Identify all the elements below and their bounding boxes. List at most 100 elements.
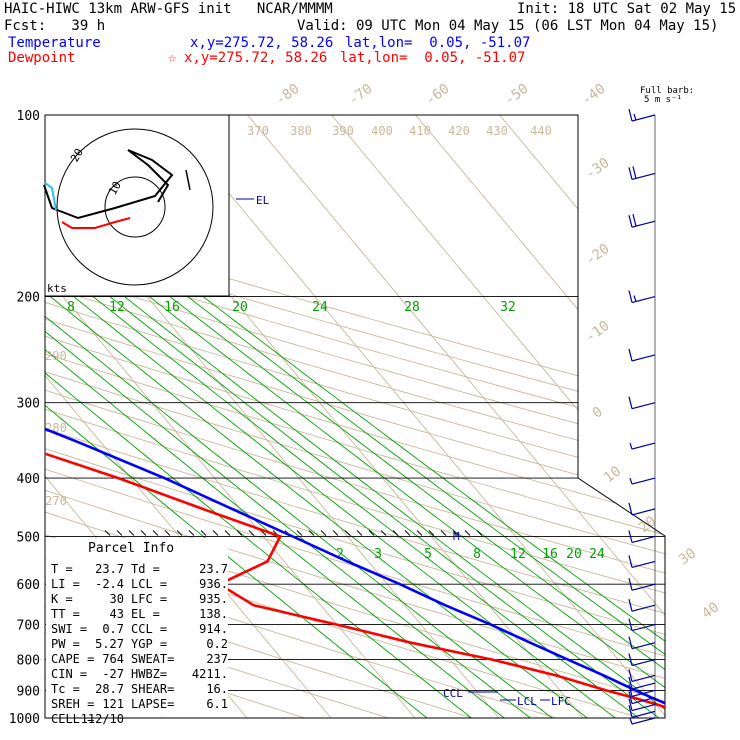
isotherm-label: 30: [676, 545, 699, 568]
wind-barb: [628, 502, 656, 516]
theta-label: 380: [290, 124, 312, 138]
parcel-panel-bg: [46, 538, 228, 717]
dry-adiabat-line: [45, 115, 665, 718]
dry-adiabat-line: [45, 115, 665, 718]
parcel-row-value: 237: [206, 652, 228, 666]
parcel-row-key: TT =: [51, 607, 80, 621]
hodograph-trace-tick: [185, 169, 191, 191]
dry-adiabat-line: [45, 115, 665, 718]
temperature-line: [45, 115, 665, 718]
barb-scale-units: 5 m s⁻¹: [644, 95, 682, 105]
parcel-info-title: Parcel Info: [88, 541, 174, 556]
parcel-row-key: PW =: [51, 637, 80, 651]
lcl-marker-label: LCL: [517, 695, 537, 708]
isotherm-line: [499, 115, 665, 718]
el-marker-label: EL: [256, 194, 270, 207]
parcel-row-value: 23.7: [199, 562, 228, 576]
parcel-row-key: CAPE =: [51, 652, 94, 666]
barb-staff: [631, 682, 656, 690]
dry-adiabat-line: [45, 115, 665, 718]
mixing-ratio-lines: [45, 237, 665, 718]
barb-flag: [632, 166, 637, 179]
barb-staff: [631, 717, 656, 725]
mixing-ratio-label: 20: [566, 547, 582, 562]
hodograph-ring: [56, 128, 214, 286]
mixing-ratio-label: 20: [232, 300, 248, 315]
barb-staff: [631, 604, 656, 612]
parcel-row-value: 121: [102, 697, 124, 711]
dry-adiabat-line: [45, 115, 665, 718]
mixing-ratio-line: [45, 237, 488, 718]
mixing-ratio-label: 28: [404, 300, 420, 315]
tick-mark: [140, 530, 147, 536]
barb-staff: [631, 658, 656, 667]
tick-mark: [188, 530, 195, 536]
model-title: HAIC-HIWC 13km ARW-GFS init NCAR/MMMM: [4, 1, 333, 17]
barb-staff: [631, 689, 656, 697]
wind-barb: [628, 599, 656, 612]
barb-half-flag: [629, 717, 633, 725]
wind-barb: [628, 555, 656, 569]
barb-staff: [631, 642, 656, 650]
dry-adiabat-line: [45, 115, 431, 718]
tick-mark: [320, 530, 327, 536]
tick-mark: [416, 530, 423, 536]
tick-mark: [344, 530, 351, 536]
barb-flag: [628, 636, 633, 649]
barb-staff: [631, 560, 656, 569]
dry-adiabat-line: [45, 115, 516, 718]
isotherm-label: 40: [699, 599, 722, 622]
barb-flag: [628, 691, 633, 704]
barb-flag: [628, 698, 633, 711]
wind-barb: [628, 691, 656, 705]
pressure-tick-label: 400: [17, 472, 40, 487]
theta-label: 420: [448, 124, 470, 138]
pressure-tick-label: 300: [17, 397, 40, 412]
mixing-ratio-line: [127, 237, 665, 718]
parcel-row-key: LI =: [51, 577, 80, 591]
temperature-xy: x,y=275.72, 58.26: [190, 35, 334, 51]
wind-barb: [628, 705, 656, 718]
level-markers: EL M CCL LCL LFC: [236, 194, 571, 708]
tick-mark: [356, 530, 363, 536]
tick-mark: [332, 530, 339, 536]
isotherm-label: -60: [423, 81, 453, 109]
tick-mark: [104, 530, 111, 536]
tick-mark: [212, 530, 219, 536]
parcel-row-value: 112/10: [81, 712, 124, 726]
barb-staff: [631, 535, 656, 544]
parcel-row-key: CCL =: [131, 622, 167, 636]
pressure-tick-label: 500: [17, 530, 40, 545]
isotherm-line: [163, 115, 665, 718]
parcel-row-value: -27: [102, 667, 124, 681]
wind-barb: [628, 676, 656, 690]
parcel-row-value: -2.4: [95, 577, 124, 591]
isotherm-label: -10: [583, 318, 613, 346]
parcel-row-value: 5.27: [95, 637, 124, 651]
parcel-row-value: 936.: [199, 577, 228, 591]
mixing-ratio-line: [112, 237, 665, 718]
barb-flag: [628, 555, 633, 568]
mixing-ratio-label: 16: [164, 300, 180, 315]
dry-adiabat-line: [45, 115, 665, 718]
parcel-row-value: 43: [110, 607, 124, 621]
barb-staff: [631, 710, 656, 718]
valid-time: Valid: 09 UTC Mon 04 May 15 (06 LST Mon …: [297, 18, 719, 34]
dry-adiabat-line: [45, 115, 665, 718]
barb-flag: [628, 705, 633, 718]
pressure-tick-label: 600: [17, 578, 40, 593]
dry-adiabat-line: [45, 115, 665, 718]
parcel-row-key: SWEAT=: [131, 652, 174, 666]
wind-barb: [628, 108, 656, 122]
parcel-row-key: HWBZ=: [131, 667, 167, 681]
parcel-row-key: LAPSE=: [131, 697, 174, 711]
tick-mark: [164, 530, 171, 536]
parcel-row-key: YGP =: [131, 637, 167, 651]
theta-label: 430: [486, 124, 508, 138]
barb-flag: [628, 530, 633, 543]
tick-mark: [464, 530, 471, 536]
parcel-info-panel: Parcel Info T = 23.7 Td = 23.7 LI = -2.4 LCL = 9…: [46, 538, 228, 726]
pressure-tick-label: 900: [17, 684, 40, 699]
parcel-row-key: CIN =: [51, 667, 87, 681]
parcel-row-key: SREH =: [51, 697, 94, 711]
